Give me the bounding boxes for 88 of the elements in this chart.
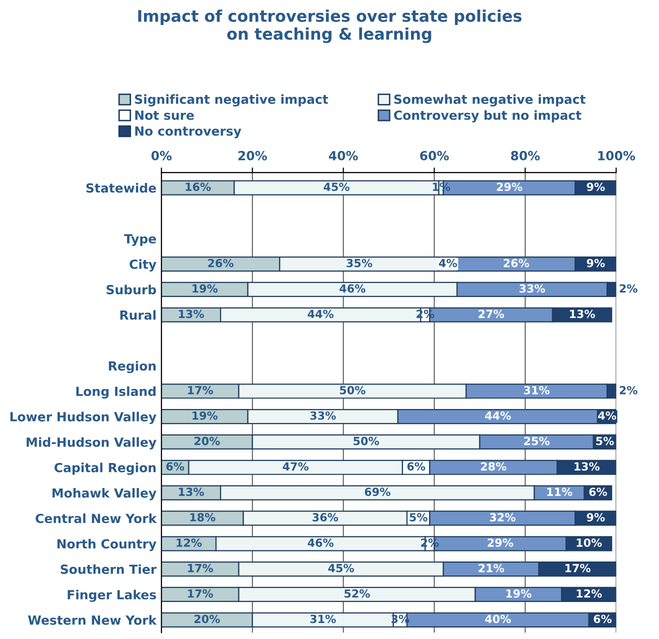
- x-tick-label: 80%: [511, 150, 540, 160]
- data-label: 9%: [586, 258, 605, 268]
- y-tick-label: Capital Region: [54, 462, 156, 475]
- data-label: 33%: [519, 284, 545, 293]
- data-label: 17%: [188, 589, 214, 598]
- data-label: 11%: [547, 488, 572, 496]
- chart-title: Impact of controversies over state policies on teaching & learning: [138, 10, 522, 44]
- legend-label: Significant negative impact: [134, 94, 328, 106]
- data-label: 29%: [488, 538, 514, 547]
- x-tick-label: 0%: [151, 150, 172, 160]
- data-label: 2%: [620, 386, 638, 394]
- data-label: 9%: [586, 513, 605, 522]
- y-tick-label: Mohawk Valley: [52, 488, 156, 500]
- data-label: 10%: [576, 538, 602, 547]
- legend-label: Somewhat negative impact: [394, 94, 586, 106]
- x-tick-label: 60%: [420, 150, 449, 160]
- y-tick-label: City: [130, 259, 156, 272]
- y-tick-label: Southern Tier: [60, 564, 157, 574]
- data-label: 26%: [208, 258, 234, 268]
- data-label: 31%: [524, 386, 550, 394]
- data-label: 18%: [190, 513, 216, 522]
- data-label: 40%: [485, 614, 511, 624]
- data-label: 45%: [328, 564, 354, 572]
- legend-label: Not sure: [135, 110, 194, 120]
- data-label: 27%: [478, 310, 504, 318]
- data-label: 1%: [432, 182, 450, 192]
- y-tick-label: North Country: [57, 538, 156, 552]
- data-label: 12%: [576, 589, 602, 598]
- y-tick-label: Region: [108, 360, 156, 374]
- y-tick-label: Type: [124, 234, 156, 246]
- data-label: 6%: [594, 614, 612, 624]
- data-label: 44%: [485, 411, 511, 420]
- data-label: 6%: [407, 462, 426, 471]
- data-label: 5%: [410, 513, 428, 522]
- y-tick-label: Lower Hudson Valley: [10, 412, 156, 424]
- data-label: 69%: [364, 488, 390, 496]
- data-label: 19%: [192, 411, 218, 420]
- data-label: 36%: [312, 513, 338, 522]
- data-label: 21%: [478, 564, 504, 572]
- data-label: 31%: [310, 614, 336, 624]
- legend-label: No controversy: [135, 126, 242, 138]
- data-label: 50%: [354, 436, 380, 446]
- y-tick-label: Western New York: [28, 615, 157, 625]
- data-label: 6%: [166, 462, 184, 471]
- data-label: 4%: [438, 258, 457, 268]
- data-label: 35%: [346, 258, 372, 268]
- data-label: 26%: [504, 258, 530, 268]
- data-label: 46%: [340, 284, 366, 293]
- data-label: 12%: [176, 538, 202, 547]
- y-tick-label: Suburb: [106, 284, 156, 294]
- data-label: 20%: [194, 614, 220, 624]
- data-label: 13%: [178, 488, 204, 496]
- data-label: 13%: [574, 462, 600, 471]
- data-label: 50%: [340, 386, 366, 394]
- data-label: 17%: [565, 564, 590, 572]
- data-label: 25%: [524, 436, 550, 446]
- data-label: 4%: [598, 411, 616, 420]
- legend-label: Controversy but no impact: [394, 110, 582, 122]
- data-label: 19%: [192, 284, 218, 293]
- data-label: 17%: [188, 386, 214, 394]
- data-label: 28%: [480, 462, 506, 471]
- data-label: 33%: [310, 411, 336, 420]
- data-label: 20%: [194, 436, 220, 446]
- y-tick-label: Finger Lakes: [68, 590, 156, 602]
- data-label: 32%: [490, 513, 516, 522]
- x-tick-label: 100%: [598, 150, 636, 160]
- data-label: 47%: [282, 462, 309, 471]
- x-tick-label: 40%: [328, 150, 358, 160]
- data-label: 2%: [620, 284, 638, 293]
- data-label: 44%: [308, 310, 334, 318]
- data-label: 5%: [596, 436, 614, 446]
- data-label: 46%: [308, 538, 334, 547]
- data-label: 13%: [570, 310, 596, 318]
- y-tick-label: Statewide: [86, 183, 156, 193]
- data-label: 13%: [178, 310, 204, 318]
- data-label: 52%: [344, 589, 370, 598]
- y-tick-label: Long Island: [76, 386, 156, 399]
- y-tick-label: Mid-Hudson Valley: [26, 437, 156, 450]
- y-tick-label: Rural: [120, 310, 156, 320]
- data-label: 29%: [496, 182, 522, 192]
- y-tick-label: Central New York: [36, 513, 157, 524]
- data-label: 9%: [586, 182, 605, 192]
- data-label: 17%: [188, 564, 214, 572]
- data-label: 19%: [506, 589, 532, 598]
- x-tick-label: 20%: [238, 150, 267, 160]
- data-label: 45%: [324, 182, 350, 192]
- data-label: 6%: [589, 488, 608, 496]
- data-label: 16%: [186, 182, 211, 192]
